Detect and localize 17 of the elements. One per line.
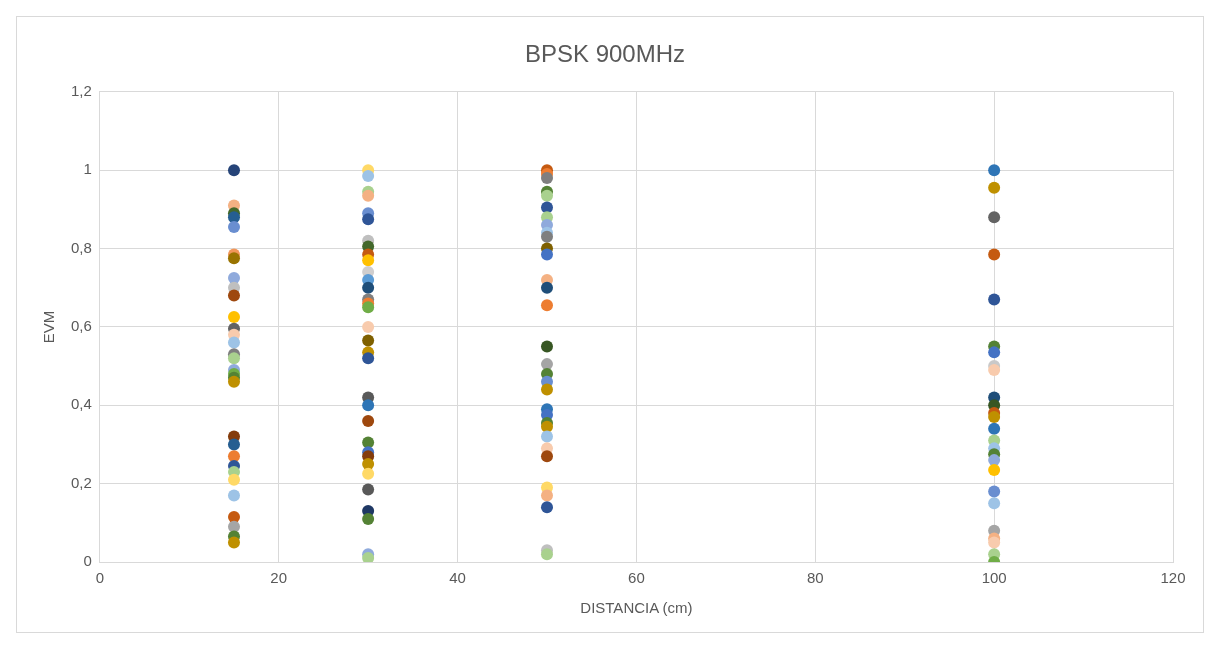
x-tick-label: 100 xyxy=(981,569,1007,587)
x-tick-label: 60 xyxy=(628,569,645,587)
y-tick-label: 0,8 xyxy=(70,238,92,256)
x-tick-label: 40 xyxy=(449,569,466,587)
y-tick-label: 0,2 xyxy=(70,473,92,491)
y-axis-title: EVM xyxy=(40,310,58,344)
x-tick-label: 120 xyxy=(1160,569,1186,587)
x-tick-label: 20 xyxy=(270,569,288,587)
x-tick-label: 80 xyxy=(806,569,824,587)
x-axis-title: DISTANCIA (cm) xyxy=(580,599,693,617)
y-tick-label: 0,6 xyxy=(70,317,92,335)
x-tick-label: 0 xyxy=(95,569,105,587)
chart-title: BPSK 900MHz xyxy=(524,40,686,68)
y-tick-label: 0,4 xyxy=(70,395,92,413)
y-tick-label: 0 xyxy=(83,552,92,570)
y-tick-label: 1,2 xyxy=(70,81,92,99)
y-tick-label: 1 xyxy=(83,160,92,178)
